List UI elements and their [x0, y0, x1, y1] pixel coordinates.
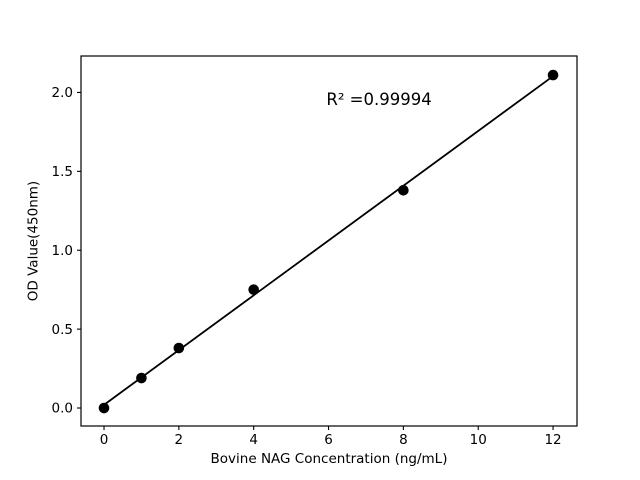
fit-line	[103, 75, 554, 406]
y-axis-label: OD Value(450nm)	[25, 180, 42, 302]
y-tick-label: 2.0	[52, 85, 73, 101]
x-tick-label: 8	[399, 432, 408, 448]
data-point	[173, 342, 185, 354]
data-point	[547, 69, 559, 81]
y-tick-label: 1.5	[52, 164, 73, 180]
data-point	[398, 184, 409, 196]
data-point	[136, 372, 147, 384]
x-axis-label: Bovine NAG Concentration (ng/mL)	[210, 451, 448, 467]
x-tick-label: 2	[175, 432, 184, 448]
data-point	[98, 402, 110, 414]
x-tick-label: 4	[249, 432, 258, 448]
x-tick-label: 6	[324, 432, 333, 448]
y-tick-label: 0.5	[52, 322, 73, 338]
y-tick-label: 1.0	[52, 243, 73, 259]
x-tick-label: 12	[544, 432, 561, 448]
y-tick-label: 0.0	[52, 401, 73, 417]
x-tick-label: 10	[470, 432, 487, 448]
x-tick-label: 0	[100, 432, 109, 448]
r-squared-annotation: R² =0.99994	[326, 90, 432, 110]
data-point	[248, 284, 259, 295]
